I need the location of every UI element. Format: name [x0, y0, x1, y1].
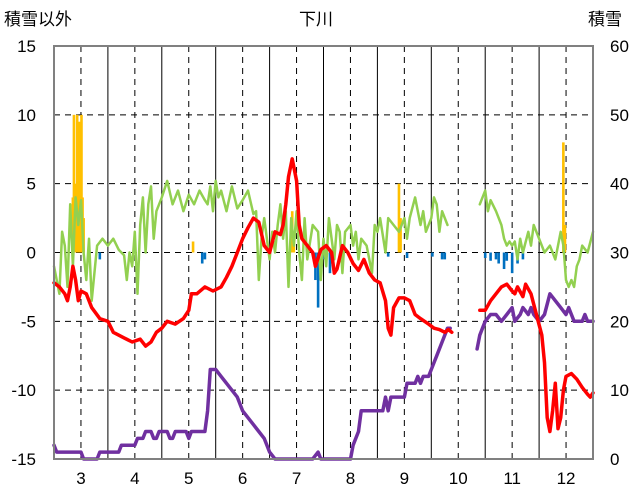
blue-bar — [200, 252, 204, 264]
orange-bar — [80, 114, 83, 253]
left-tick-label: 10 — [17, 106, 36, 125]
left-axis-label: 積雪以外 — [4, 10, 72, 30]
blue-bar — [98, 252, 102, 260]
left-tick-label: -15 — [11, 450, 36, 469]
blue-bar — [440, 252, 444, 260]
x-tick-label: 10 — [449, 469, 468, 488]
x-tick-label: 11 — [503, 469, 521, 488]
blue-bar — [510, 252, 514, 274]
blue-bar — [386, 252, 390, 257]
orange-bar — [397, 183, 401, 253]
orange-bar — [75, 114, 79, 253]
right-tick-label: 30 — [610, 244, 629, 263]
left-tick-label: -5 — [21, 312, 36, 331]
blue-bar — [502, 252, 506, 270]
blue-bar — [521, 252, 525, 260]
orange-bar — [191, 241, 195, 253]
right-tick-label: 50 — [610, 106, 629, 125]
green-series-line — [52, 179, 449, 302]
orange-bar — [72, 114, 76, 253]
x-tick-label: 5 — [184, 469, 193, 488]
right-tick-label: 10 — [610, 381, 629, 400]
left-tick-label: 0 — [27, 244, 36, 263]
orange-bar — [399, 218, 402, 253]
x-tick-label: 3 — [76, 469, 85, 488]
right-axis-label: 積雪 — [588, 10, 622, 30]
x-tick-label: 9 — [400, 469, 409, 488]
blue-bar — [497, 252, 500, 264]
series-lines — [52, 157, 595, 461]
blue-bar — [405, 252, 409, 259]
right-tick-label: 60 — [610, 37, 629, 56]
blue-bar — [203, 252, 207, 260]
right-tick-label: 0 — [610, 450, 619, 469]
left-ticks: 15 10 5 0 -5 -10 -15 — [11, 37, 36, 469]
x-tick-label: 12 — [557, 469, 576, 488]
red-series-line — [478, 282, 595, 434]
blue-bar — [489, 252, 492, 261]
blue-bar — [505, 252, 509, 261]
x-tick-label: 4 — [130, 469, 139, 488]
precipitation-bars — [71, 114, 567, 308]
blue-bar — [494, 252, 498, 260]
orange-bar — [563, 224, 567, 253]
right-ticks: 60 50 40 30 20 10 0 — [610, 37, 629, 469]
red-series-line — [52, 157, 454, 348]
orange-bar — [562, 142, 565, 253]
green-series-line — [478, 189, 595, 289]
x-tick-label: 7 — [292, 469, 301, 488]
chart-title: 下川 — [299, 10, 333, 30]
right-tick-label: 40 — [610, 175, 629, 194]
blue-bar — [431, 252, 434, 257]
orange-bar — [78, 121, 81, 253]
right-tick-label: 20 — [610, 312, 629, 331]
left-tick-label: 5 — [27, 175, 36, 194]
purple-series-line — [52, 326, 452, 461]
blue-bar — [483, 252, 487, 259]
x-tick-label: 6 — [238, 469, 247, 488]
blue-bar — [316, 252, 320, 308]
left-tick-label: -10 — [11, 381, 36, 400]
plot-frame — [53, 45, 594, 460]
blue-bar — [443, 252, 447, 260]
left-tick-label: 15 — [17, 37, 36, 56]
blue-bar — [328, 252, 332, 274]
x-tick-label: 8 — [346, 469, 355, 488]
purple-series-line — [475, 292, 595, 351]
x-ticks: 3 4 5 6 7 8 9 10 11 12 — [76, 469, 575, 488]
